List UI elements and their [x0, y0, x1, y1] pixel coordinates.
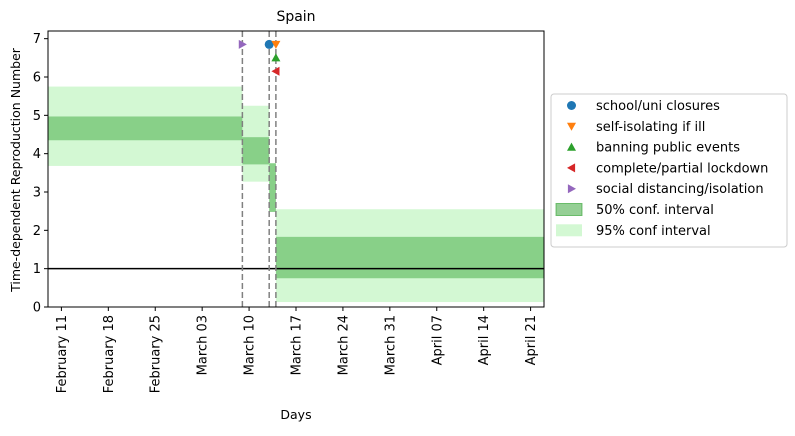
ci95-band-3 [275, 209, 544, 303]
legend-marker-1 [567, 122, 576, 131]
y-tick-label-2: 2 [33, 224, 41, 239]
y-tick-label-4: 4 [33, 147, 41, 162]
legend-label-6: 95% conf interval [596, 224, 711, 239]
ci95-band-0 [48, 86, 243, 166]
x-tick-label-10: April 21 [524, 315, 539, 365]
legend-label-3: complete/partial lockdown [596, 161, 768, 176]
ci50-band-2 [269, 163, 276, 212]
y-tick-label-0: 0 [33, 301, 41, 316]
y-tick-label-1: 1 [33, 262, 41, 277]
legend-swatch-6 [556, 224, 582, 237]
y-axis-ticks: 0 1 2 3 4 5 6 7 [33, 32, 48, 316]
x-tick-label-6: March 24 [336, 315, 351, 375]
x-tick-label-0: February 11 [55, 315, 70, 393]
legend-marker-4 [567, 184, 576, 194]
ci50-band-1 [242, 137, 270, 165]
x-tick-label-1: February 18 [102, 315, 117, 393]
y-tick-label-3: 3 [33, 186, 41, 201]
x-tick-label-9: April 14 [477, 315, 492, 365]
ci50-band-0 [48, 116, 243, 141]
x-tick-label-4: March 10 [243, 315, 258, 375]
legend-marker-2 [567, 142, 576, 151]
intervention-marker-0 [264, 39, 274, 49]
legend-swatch-5 [555, 203, 583, 216]
intervention-marker-1 [271, 40, 281, 49]
x-tick-label-7: March 31 [383, 315, 398, 375]
y-tick-label-7: 7 [33, 32, 41, 47]
confidence-bands [48, 86, 544, 303]
y-tick-label-5: 5 [33, 109, 41, 124]
legend-label-2: banning public events [596, 141, 740, 156]
legend-label-4: social distancing/isolation [596, 182, 764, 197]
y-tick-label-6: 6 [33, 71, 41, 86]
intervention-marker-3 [271, 66, 280, 76]
intervention-markers [238, 39, 281, 76]
intervention-marker-2 [271, 53, 281, 62]
ci95-band-2 [269, 163, 276, 212]
legend-label-5: 50% conf. interval [596, 203, 714, 218]
reference-lines [48, 31, 544, 307]
legend-marker-0 [567, 101, 576, 110]
x-tick-label-5: March 17 [290, 315, 305, 375]
y-axis-label: Time-dependent Reproduction Number [8, 47, 23, 293]
ci50-band-3 [275, 236, 544, 279]
x-tick-label-3: March 03 [196, 315, 211, 375]
ci95-band-1 [242, 105, 270, 182]
x-tick-label-8: April 07 [430, 315, 445, 365]
x-tick-label-2: February 25 [149, 315, 164, 393]
chart-title: Spain [276, 9, 315, 25]
intervention-marker-4 [238, 39, 247, 49]
legend-box [550, 93, 788, 248]
x-axis-label: Days [280, 407, 311, 422]
legend: school/uni closures self-isolating if ill… [550, 93, 788, 248]
x-axis-ticks: February 11 February 18 February 25 March 0… [55, 307, 539, 393]
legend-label-0: school/uni closures [596, 99, 720, 114]
legend-marker-3 [567, 163, 576, 173]
legend-label-1: self-isolating if ill [596, 120, 705, 135]
